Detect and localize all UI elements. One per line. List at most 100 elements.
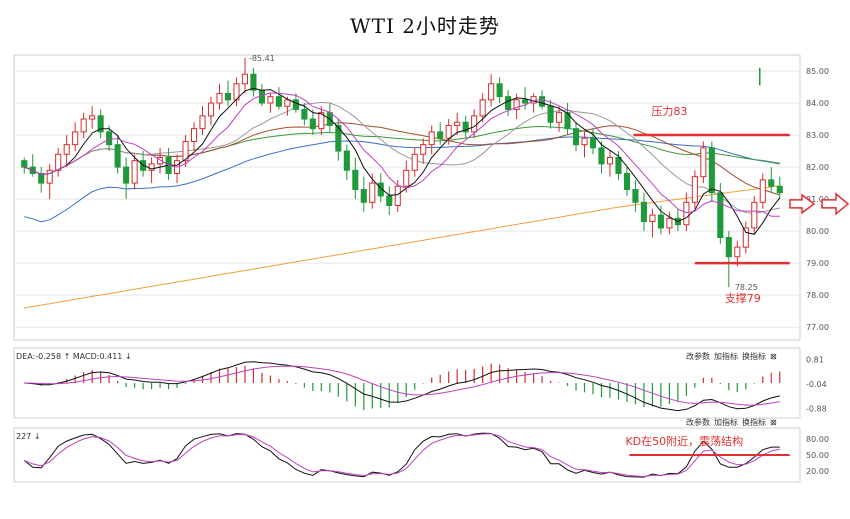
macd-y-tick: -0.88 [806,405,827,414]
candle-body [199,115,206,130]
candle-body [623,172,631,190]
candle-body [258,89,265,104]
candle-body [717,192,724,239]
candle-body [250,73,257,91]
candle-body [275,96,282,107]
candle-body [394,185,401,207]
candle-body [182,140,189,162]
price-y-tick: 82.00 [806,163,829,172]
candle-body [513,99,520,110]
price-y-tick: 77.00 [806,323,829,332]
candle-body [386,195,393,207]
kd-annotation: KD在50附近，震荡结构 [625,434,743,448]
candle-body [131,160,138,184]
high-price-label: -85.41 [249,54,275,63]
candle-body [632,188,639,203]
candle-body [564,112,571,130]
candle-body [488,83,495,101]
price-y-tick: 79.00 [806,259,829,268]
candle-body [343,150,350,171]
candle-body [657,214,664,229]
candle-body [589,137,597,149]
candle-body [411,153,418,171]
candle-body [403,169,410,187]
candle-body [649,214,656,223]
candle-body [72,131,79,146]
candle-body [360,188,367,203]
candle-body [445,124,452,139]
macd-button-0[interactable]: 改参数 [686,351,710,361]
candle-body [462,121,469,133]
outlined-arrow-icon [789,193,816,215]
macd-header: DEA:-0.258 ↑ MACD:0.411 ↓ [16,352,132,361]
candle-body [284,99,291,107]
candle-body [666,217,673,229]
price-y-tick: 81.00 [806,195,829,204]
candle-body [377,182,384,197]
candle-body [572,128,580,146]
resistance-label: 压力83 [651,105,687,118]
low-price-label: 78.25 [735,283,758,292]
candle-body [539,96,546,107]
candle-body [241,73,249,85]
candle-body [80,118,87,133]
support-label: 支撑79 [725,291,761,305]
candle-body [598,147,605,165]
candle-body [46,169,53,184]
macd-button-2[interactable]: 换指标 [742,351,766,361]
kd-button-3[interactable]: ⊠ [770,418,777,427]
candle-body [437,131,444,139]
candle-body [309,118,316,130]
candle-body [420,144,427,155]
price-y-tick: 83.00 [806,131,829,140]
kd-k-line [23,432,780,478]
kd-button-1[interactable]: 加指标 [714,417,738,427]
outlined-arrow-icon [821,192,850,216]
kd-button-0[interactable]: 改参数 [686,417,710,427]
candle-body [555,112,563,123]
candle-body [292,99,299,110]
macd-dea-line [24,365,780,406]
ma-line-magenta [24,92,780,217]
candle-body [369,182,376,203]
price-panel-frame [13,54,801,341]
price-y-tick: 78.00 [806,291,829,300]
candle-body [496,83,503,98]
candle-body [547,105,554,123]
macd-y-tick: -0.04 [806,380,827,389]
kd-button-2[interactable]: 换指标 [742,417,766,427]
macd-panel-frame [13,347,801,419]
macd-dif-line [24,361,780,412]
candle-body [700,147,707,178]
candle-body [352,169,359,190]
candle-body [606,156,614,165]
candle-body [522,99,529,104]
candle-body [751,201,758,229]
candle-body [471,115,478,133]
macd-button-1[interactable]: 加指标 [714,351,738,361]
candle-body [640,201,647,223]
candle-body [190,128,198,142]
candle-body [505,96,512,110]
candle-body [301,108,308,120]
ma-line-blue [24,136,780,223]
macd-button-3[interactable]: ⊠ [770,352,777,361]
price-y-tick: 85.00 [806,67,829,76]
candle-body [216,92,223,104]
candle-body [89,115,96,120]
candle-body [708,147,715,194]
candle-body [691,176,698,203]
kd-d-line [24,433,780,478]
candle-body [725,237,732,258]
kd-y-tick: 20.00 [806,467,829,476]
candle-body [759,179,766,203]
macd-y-tick: 0.81 [806,355,824,364]
price-y-tick: 84.00 [806,99,829,108]
ma-line-black [24,87,781,235]
candle-body [224,92,232,101]
candle-body [114,144,121,168]
candle-body [123,166,130,184]
kd-y-tick: 80.00 [806,435,829,444]
candle-body [207,102,215,117]
